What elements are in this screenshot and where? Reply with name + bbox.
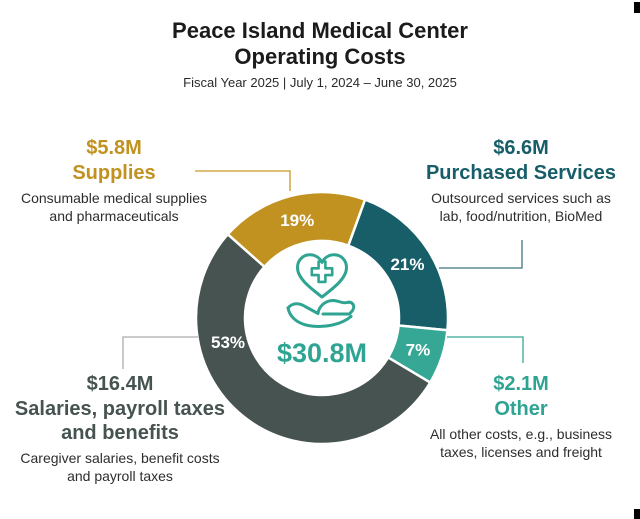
amount-label: $2.1M <box>493 373 549 395</box>
leader-line-purchased-services <box>439 240 523 269</box>
leader-line-supplies <box>195 170 291 191</box>
category-label: Supplies <box>72 162 156 184</box>
category-description: All other costs, e.g., business taxes, l… <box>429 426 613 461</box>
category-label: Salaries, payroll taxes and benefits <box>14 398 226 444</box>
category-description: Caregiver salaries, benefit costs and pa… <box>20 450 220 485</box>
page-subtitle: Fiscal Year 2025 | July 1, 2024 – June 3… <box>183 74 457 90</box>
callout-other: $2.1M Other All other costs, e.g., busin… <box>412 372 630 461</box>
amount-label: $6.6M <box>493 137 549 159</box>
callout-salaries: $16.4M Salaries, payroll taxes and benef… <box>0 372 240 485</box>
leader-line-salaries <box>122 336 198 369</box>
percent-label: 19% <box>280 211 314 230</box>
donut-center: $30.8M <box>252 252 392 369</box>
category-description: Outsourced services such as lab, food/nu… <box>431 190 611 225</box>
total-label: $30.8M <box>276 338 368 368</box>
title-block: Peace Island Medical Center Operating Co… <box>0 18 640 90</box>
amount-label: $5.8M <box>86 137 142 159</box>
screen-artifact-top-right <box>634 2 640 13</box>
screen-artifact-bottom-right <box>634 509 640 519</box>
percent-label: 53% <box>211 333 245 352</box>
category-description: Consumable medical supplies and pharmace… <box>21 190 207 225</box>
amount-label: $16.4M <box>86 373 154 395</box>
leader-line-other <box>447 336 524 363</box>
page-title-line1: Peace Island Medical Center <box>172 18 468 43</box>
category-label: Other <box>494 398 548 420</box>
donut-segment-salaries-payroll-taxes-and-benefits <box>194 233 432 446</box>
percent-label: 21% <box>390 255 424 274</box>
callout-supplies: $5.8M Supplies Consumable medical suppli… <box>5 136 223 225</box>
heart-in-hand-icon <box>286 253 356 328</box>
percent-label: 7% <box>406 341 431 360</box>
callout-purchased-services: $6.6M Purchased Services Outsourced serv… <box>412 136 630 225</box>
page-title-line2: Operating Costs <box>234 44 406 70</box>
category-label: Purchased Services <box>425 162 617 184</box>
